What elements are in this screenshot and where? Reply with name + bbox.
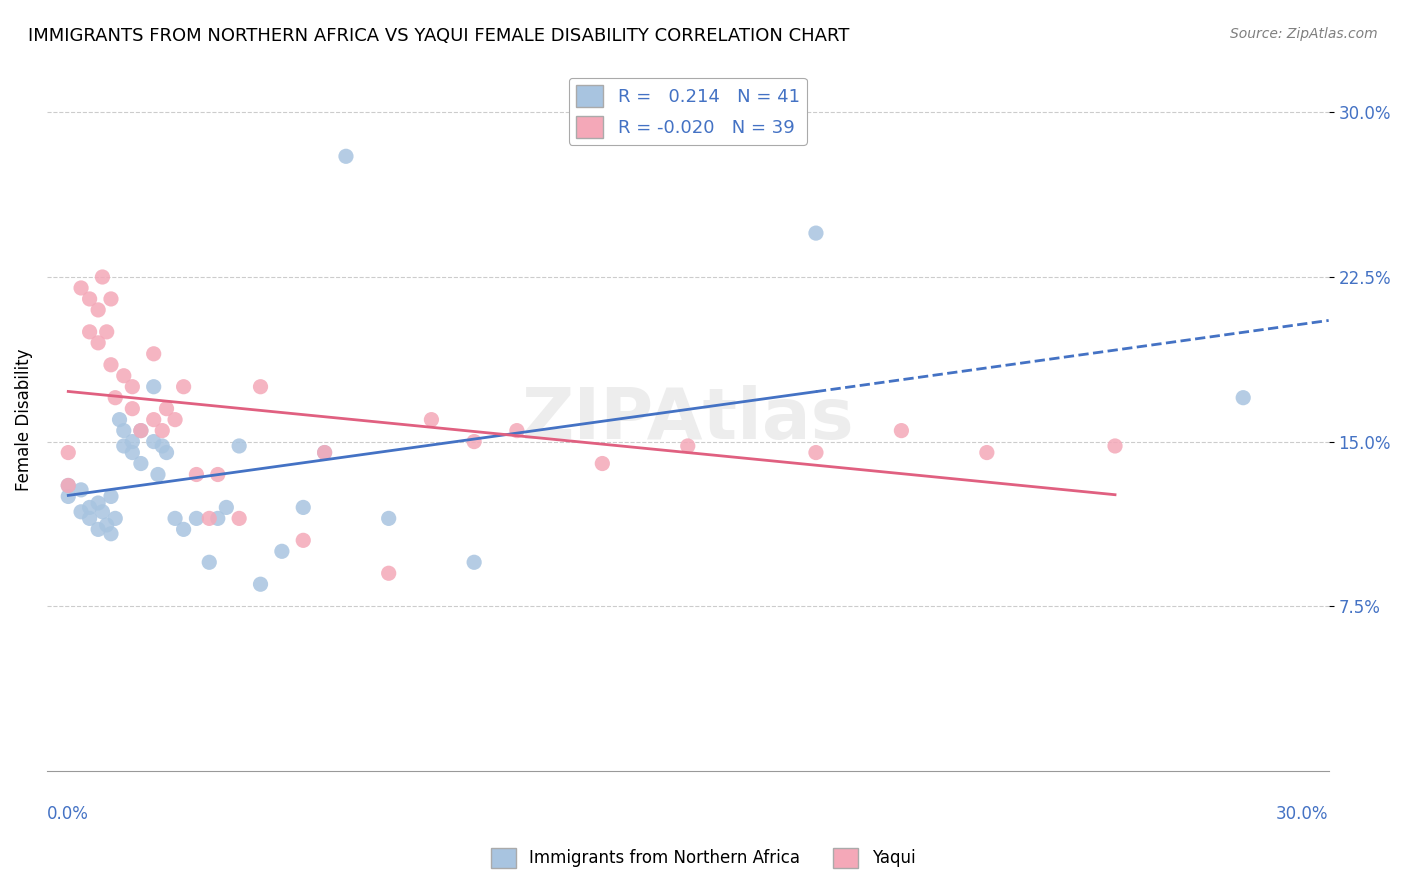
Text: ZIPAtlas: ZIPAtlas — [522, 385, 853, 454]
Point — [112, 424, 135, 438]
Point — [173, 522, 195, 536]
Point — [1232, 391, 1254, 405]
Point — [58, 478, 80, 492]
Point — [129, 424, 152, 438]
Point — [70, 281, 93, 295]
Point — [207, 467, 229, 482]
Point — [207, 511, 229, 525]
Point — [165, 412, 187, 426]
Text: 0.0%: 0.0% — [46, 805, 89, 823]
Point — [1104, 439, 1126, 453]
Point — [121, 380, 143, 394]
Point — [96, 325, 118, 339]
Point — [112, 368, 135, 383]
Point — [228, 439, 250, 453]
Point — [976, 445, 998, 459]
Legend: R =   0.214   N = 41, R = -0.020   N = 39: R = 0.214 N = 41, R = -0.020 N = 39 — [569, 78, 807, 145]
Point — [198, 511, 221, 525]
Point — [335, 149, 357, 163]
Point — [100, 358, 122, 372]
Point — [70, 505, 93, 519]
Point — [121, 401, 143, 416]
Point — [58, 445, 80, 459]
Point — [270, 544, 292, 558]
Point — [165, 511, 187, 525]
Point — [591, 457, 613, 471]
Y-axis label: Female Disability: Female Disability — [15, 349, 32, 491]
Point — [142, 380, 165, 394]
Point — [228, 511, 250, 525]
Point — [104, 511, 127, 525]
Point — [377, 511, 399, 525]
Point — [215, 500, 238, 515]
Point — [198, 555, 221, 569]
Point — [173, 380, 195, 394]
Text: 30.0%: 30.0% — [1277, 805, 1329, 823]
Point — [79, 500, 101, 515]
Point — [79, 292, 101, 306]
Point — [292, 500, 315, 515]
Point — [804, 226, 827, 240]
Point — [79, 325, 101, 339]
Point — [420, 412, 443, 426]
Point — [121, 445, 143, 459]
Point — [87, 496, 110, 510]
Point — [463, 555, 485, 569]
Point — [100, 526, 122, 541]
Point — [186, 467, 208, 482]
Point — [506, 424, 529, 438]
Point — [91, 270, 114, 285]
Point — [121, 434, 143, 449]
Point — [146, 467, 169, 482]
Point — [91, 505, 114, 519]
Point — [58, 478, 80, 492]
Point — [676, 439, 699, 453]
Point — [100, 490, 122, 504]
Point — [87, 522, 110, 536]
Point — [249, 577, 271, 591]
Point — [890, 424, 912, 438]
Point — [292, 533, 315, 548]
Point — [129, 457, 152, 471]
Point — [58, 490, 80, 504]
Point — [70, 483, 93, 497]
Point — [87, 302, 110, 317]
Point — [314, 445, 336, 459]
Point — [314, 445, 336, 459]
Point — [463, 434, 485, 449]
Point — [150, 439, 173, 453]
Point — [87, 335, 110, 350]
Legend: Immigrants from Northern Africa, Yaqui: Immigrants from Northern Africa, Yaqui — [484, 841, 922, 875]
Point — [377, 566, 399, 581]
Point — [150, 424, 173, 438]
Point — [142, 347, 165, 361]
Point — [100, 292, 122, 306]
Point — [155, 401, 177, 416]
Text: Source: ZipAtlas.com: Source: ZipAtlas.com — [1230, 27, 1378, 41]
Point — [142, 412, 165, 426]
Point — [804, 445, 827, 459]
Point — [249, 380, 271, 394]
Point — [108, 412, 131, 426]
Point — [96, 518, 118, 533]
Point — [186, 511, 208, 525]
Point — [155, 445, 177, 459]
Point — [79, 511, 101, 525]
Text: IMMIGRANTS FROM NORTHERN AFRICA VS YAQUI FEMALE DISABILITY CORRELATION CHART: IMMIGRANTS FROM NORTHERN AFRICA VS YAQUI… — [28, 27, 849, 45]
Point — [142, 434, 165, 449]
Point — [112, 439, 135, 453]
Point — [104, 391, 127, 405]
Point — [129, 424, 152, 438]
